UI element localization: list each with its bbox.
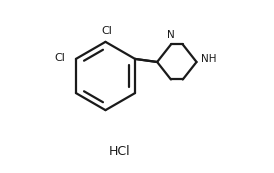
Text: N: N bbox=[167, 30, 175, 40]
Text: NH: NH bbox=[201, 54, 216, 64]
Text: Cl: Cl bbox=[55, 53, 65, 63]
Text: HCl: HCl bbox=[109, 145, 130, 158]
Text: Cl: Cl bbox=[101, 26, 112, 36]
